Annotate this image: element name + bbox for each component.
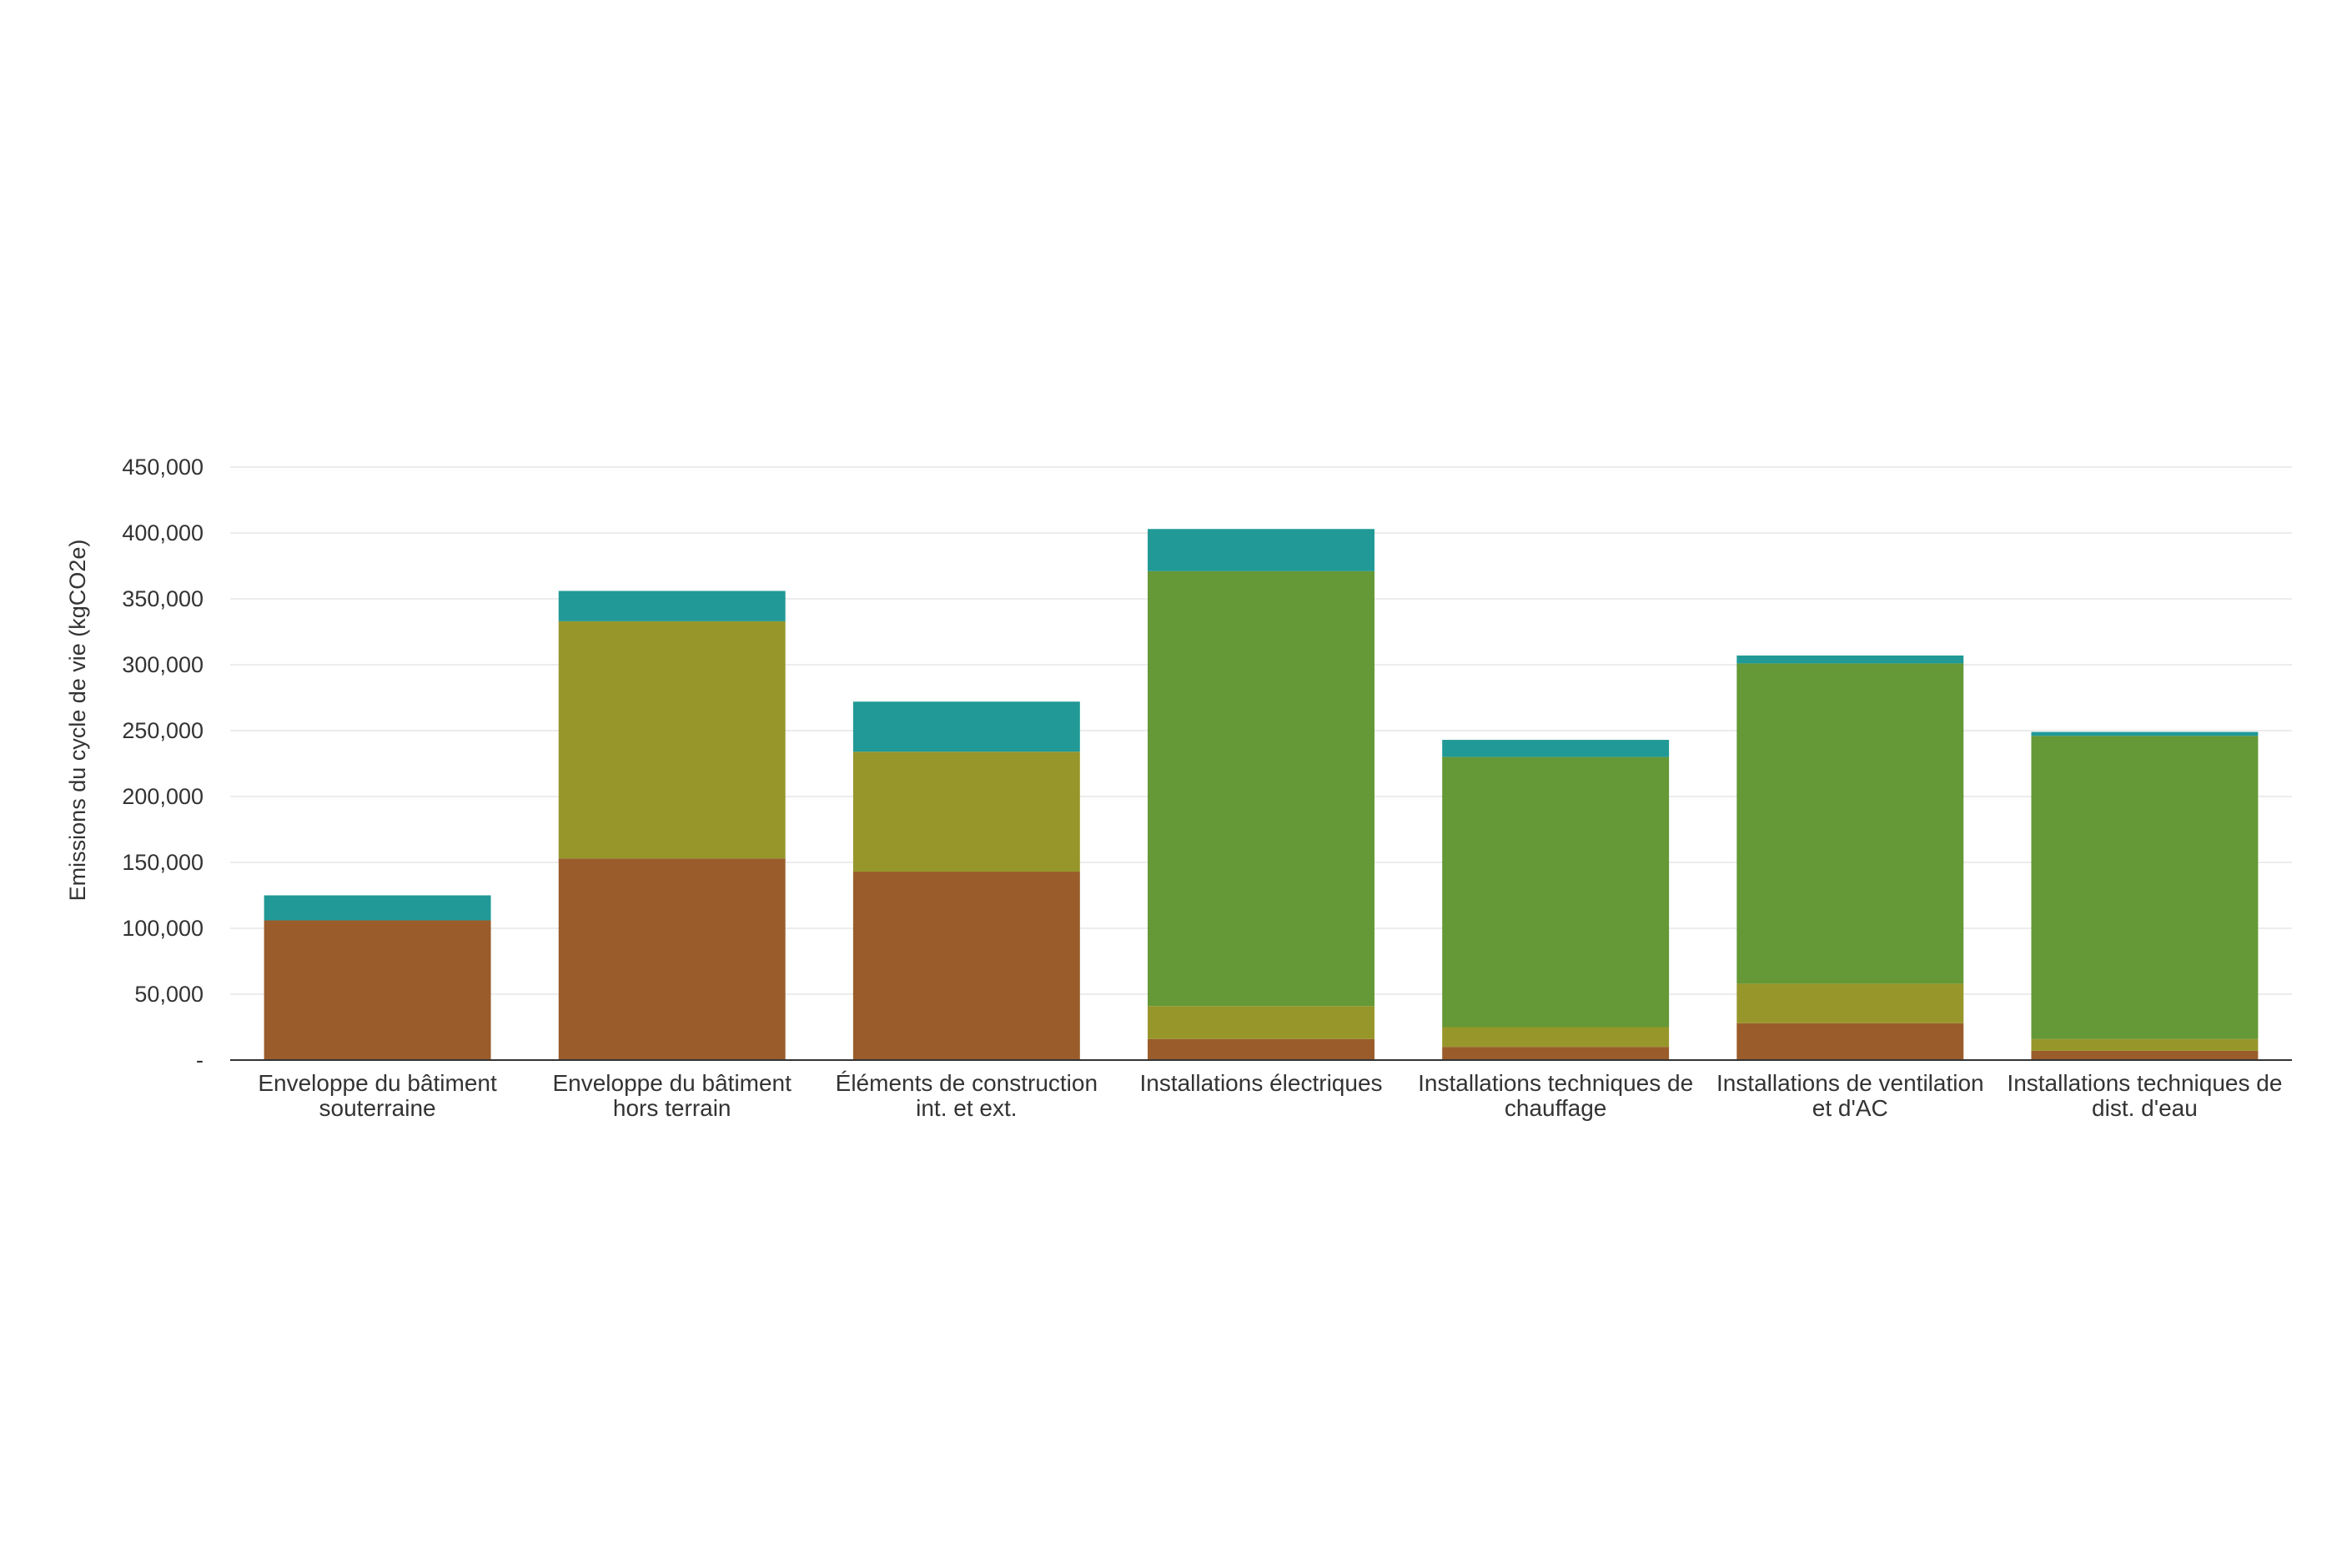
bar-segment	[264, 920, 491, 1060]
bar-segment	[1442, 1047, 1670, 1060]
x-category-labels: Enveloppe du bâtiment souterraine Envelopp…	[258, 1070, 2282, 1121]
x-category-label: Enveloppe du bâtiment hors terrain	[552, 1070, 792, 1121]
bar-segment	[1736, 655, 1964, 664]
x-category-label: Enveloppe du bâtiment souterraine	[258, 1070, 497, 1121]
bar-segment	[852, 701, 1080, 752]
bar-segment	[1442, 756, 1670, 1028]
x-category-label: Installations techniques de chauffage	[1418, 1070, 1693, 1121]
y-tick-labels: - 50,000 100,000 150,000 200,000 250,000 300,0…	[122, 455, 204, 1073]
y-tick-label: 250,000	[122, 718, 204, 743]
bar-segment	[558, 621, 786, 859]
y-tick-label: 400,000	[122, 520, 204, 545]
bar-segment	[2031, 736, 2259, 1039]
bar-segment	[852, 872, 1080, 1060]
bar-segment	[2031, 731, 2259, 736]
bar-segment	[1736, 983, 1964, 1023]
bar-segment	[1148, 1038, 1375, 1060]
bar-segment	[1736, 1023, 1964, 1060]
y-tick-label: 50,000	[134, 982, 204, 1007]
x-category-label: Installations électriques	[1139, 1070, 1382, 1096]
y-tick-label: 150,000	[122, 850, 204, 875]
bar-segment	[264, 895, 491, 921]
bar-segment	[2031, 1038, 2259, 1051]
y-axis-title: Emissions du cycle de vie (kgCO2e)	[65, 540, 90, 902]
bar-segment	[2031, 1050, 2259, 1060]
y-tick-label: -	[196, 1048, 204, 1073]
x-category-label: Installations de ventilation et d'AC	[1716, 1070, 1984, 1121]
bar-segment	[558, 858, 786, 1060]
bar-segment	[558, 591, 786, 621]
y-tick-label: 350,000	[122, 586, 204, 611]
x-category-label: Éléments de construction int. et ext.	[836, 1070, 1098, 1121]
bar-segment	[1442, 1027, 1670, 1048]
bar-segment	[1148, 529, 1375, 571]
bar-segment	[1148, 570, 1375, 1007]
y-tick-label: 100,000	[122, 916, 204, 941]
bar-segment	[1148, 1006, 1375, 1039]
bars	[264, 529, 2259, 1060]
x-category-label: Installations techniques de dist. d'eau	[2007, 1070, 2282, 1121]
bar-segment	[1736, 663, 1964, 984]
bar-segment	[852, 751, 1080, 872]
y-tick-label: 200,000	[122, 784, 204, 809]
y-tick-label: 450,000	[122, 455, 204, 480]
y-tick-label: 300,000	[122, 652, 204, 677]
bar-segment	[1442, 740, 1670, 757]
